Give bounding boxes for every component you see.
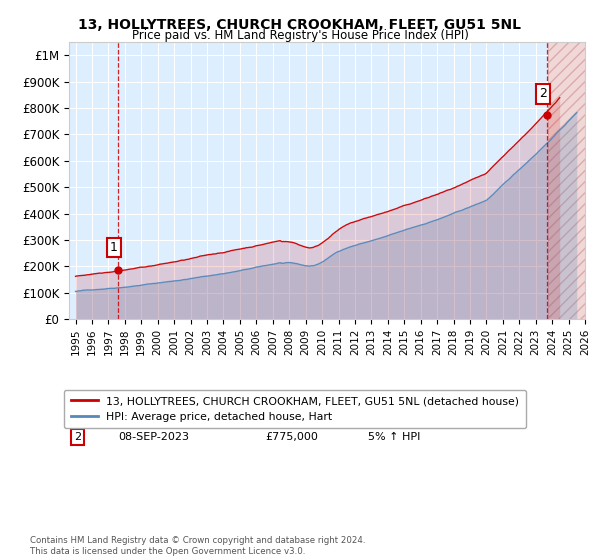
Text: 1: 1	[110, 241, 118, 254]
Polygon shape	[548, 42, 585, 319]
Text: 2: 2	[539, 87, 547, 100]
Text: 1: 1	[74, 410, 81, 420]
Text: 29-JUL-1997: 29-JUL-1997	[118, 410, 187, 420]
Text: £188,000: £188,000	[265, 410, 318, 420]
Text: 08-SEP-2023: 08-SEP-2023	[118, 432, 189, 442]
Text: Contains HM Land Registry data © Crown copyright and database right 2024.
This d: Contains HM Land Registry data © Crown c…	[30, 536, 365, 556]
Legend: 13, HOLLYTREES, CHURCH CROOKHAM, FLEET, GU51 5NL (detached house), HPI: Average : 13, HOLLYTREES, CHURCH CROOKHAM, FLEET, …	[64, 390, 526, 428]
Text: Price paid vs. HM Land Registry's House Price Index (HPI): Price paid vs. HM Land Registry's House …	[131, 29, 469, 42]
Text: £775,000: £775,000	[265, 432, 318, 442]
Text: 5% ↑ HPI: 5% ↑ HPI	[368, 432, 421, 442]
Text: 2: 2	[74, 432, 81, 442]
Text: 10% ↑ HPI: 10% ↑ HPI	[368, 410, 428, 420]
Text: 13, HOLLYTREES, CHURCH CROOKHAM, FLEET, GU51 5NL: 13, HOLLYTREES, CHURCH CROOKHAM, FLEET, …	[79, 18, 521, 32]
